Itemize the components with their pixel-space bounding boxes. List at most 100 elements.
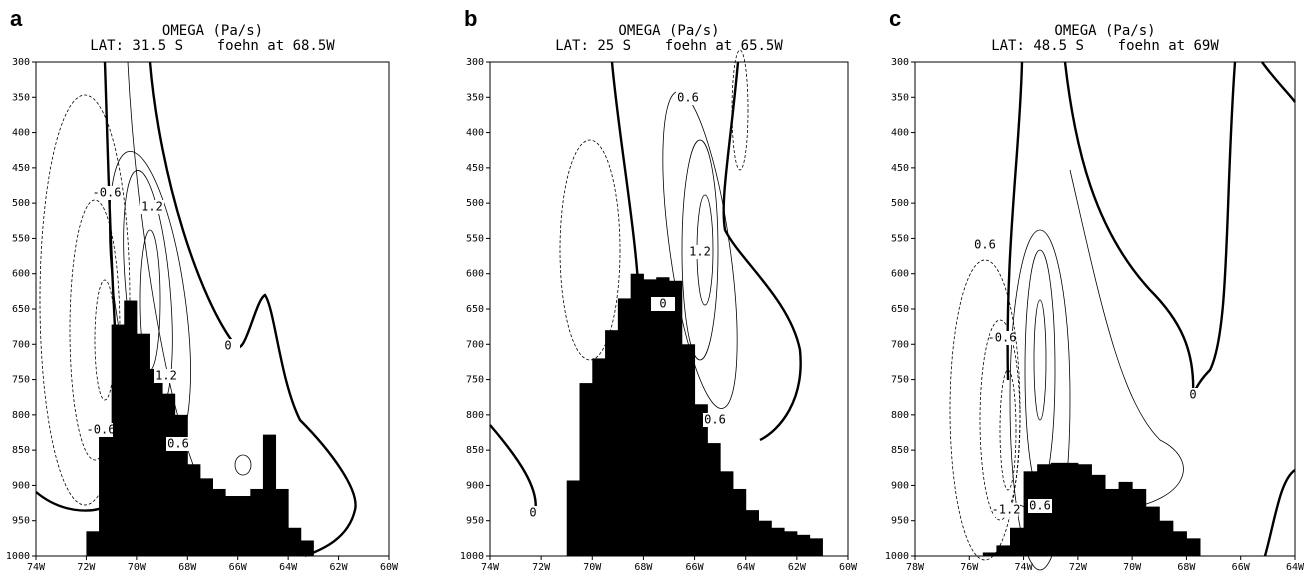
y-tick-label: 800 <box>12 410 30 421</box>
y-tick-label: 900 <box>891 480 909 491</box>
label-bg <box>994 503 1018 517</box>
x-tick-label: 64W <box>1286 562 1305 573</box>
y-tick-label: 300 <box>12 57 30 68</box>
terrain-bar <box>275 488 289 556</box>
terrain-bar <box>758 520 772 556</box>
x-tick-label: 72W <box>532 562 551 573</box>
x-tick-label: 66W <box>1232 562 1251 573</box>
terrain-bar <box>1105 488 1120 556</box>
contour-line <box>1191 61 1237 396</box>
contour-label: 0 <box>224 339 231 353</box>
y-tick-label: 300 <box>891 57 909 68</box>
contour-line <box>681 139 719 361</box>
x-tick-label: 60W <box>839 562 858 573</box>
label-bg <box>154 369 178 383</box>
y-tick-label: 450 <box>891 163 909 174</box>
contour-label: 0 <box>659 297 666 311</box>
terrain-bar <box>982 552 997 556</box>
plot-frame <box>35 61 390 557</box>
terrain-bar <box>579 383 593 556</box>
x-tick-label: 78W <box>906 562 925 573</box>
contour-label: 0.6 <box>704 413 726 427</box>
terrain-bar <box>1145 506 1160 556</box>
terrain-bar <box>720 471 734 556</box>
y-tick-label: 800 <box>891 410 909 421</box>
terrain-bar <box>225 496 239 556</box>
contour-label: 0.6 <box>1029 499 1051 513</box>
label-bg <box>95 186 119 200</box>
y-tick-label: 650 <box>466 304 484 315</box>
terrain-bar <box>149 368 163 556</box>
chart-subtitle: LAT: 25 S foehn at 65.5W <box>555 38 783 54</box>
contour-line <box>1263 469 1296 557</box>
x-tick-label: 64W <box>737 562 756 573</box>
x-tick-label: 60W <box>380 562 399 573</box>
terrain-bar <box>86 531 100 556</box>
label-bg <box>1028 499 1052 513</box>
y-tick-label: 400 <box>12 128 30 139</box>
terrain-bar <box>1050 462 1065 556</box>
label-bg <box>140 200 164 214</box>
label-bg <box>688 245 712 259</box>
x-tick-label: 66W <box>686 562 705 573</box>
y-tick-label: 950 <box>12 516 30 527</box>
chart-subtitle: LAT: 31.5 S foehn at 68.5W <box>90 38 335 54</box>
contour-label: -0.6 <box>988 331 1017 345</box>
terrain-bar <box>745 510 759 556</box>
x-tick-label: 66W <box>229 562 248 573</box>
x-tick-label: 70W <box>128 562 147 573</box>
contour-line <box>979 319 1021 521</box>
y-tick-label: 900 <box>12 480 30 491</box>
y-tick-label: 1000 <box>460 551 484 562</box>
contour-line <box>35 491 111 512</box>
contour-label: 0.6 <box>974 238 996 252</box>
y-tick-label: 500 <box>466 198 484 209</box>
terrain-bar <box>1172 531 1187 556</box>
contour-line <box>1033 299 1047 421</box>
terrain-bar <box>771 527 785 556</box>
terrain-bar <box>212 488 226 556</box>
label-bg <box>1181 388 1205 402</box>
terrain-bar <box>111 324 125 556</box>
terrain-bar <box>162 393 176 556</box>
contour-line <box>1009 229 1071 571</box>
terrain-bar <box>809 538 823 556</box>
label-bg <box>651 297 675 311</box>
contour-line <box>1063 61 1195 396</box>
x-tick-label: 68W <box>1177 562 1196 573</box>
y-tick-label: 500 <box>12 198 30 209</box>
terrain-bar <box>1159 520 1174 556</box>
y-tick-label: 650 <box>891 304 909 315</box>
terrain-bar <box>1118 481 1133 556</box>
panel-label: a <box>10 6 23 31</box>
x-tick-label: 64W <box>279 562 298 573</box>
y-tick-label: 550 <box>466 233 484 244</box>
terrain-bar <box>136 333 150 556</box>
terrain-bar <box>187 464 201 556</box>
chart-title: OMEGA (Pa/s) <box>1054 23 1155 39</box>
y-tick-label: 750 <box>466 375 484 386</box>
terrain-bar <box>288 527 302 556</box>
x-tick-label: 74W <box>1015 562 1034 573</box>
x-tick-label: 70W <box>1123 562 1142 573</box>
contour-label: -0.6 <box>87 423 116 437</box>
terrain-bar <box>784 531 798 556</box>
contour-line <box>559 139 621 361</box>
y-tick-label: 900 <box>466 480 484 491</box>
contour-label: 0.6 <box>167 437 189 451</box>
chart-title: OMEGA (Pa/s) <box>162 23 263 39</box>
terrain-bar <box>796 534 811 556</box>
label-bg <box>166 437 190 451</box>
x-tick-label: 68W <box>634 562 653 573</box>
terrain-bar <box>592 358 606 556</box>
x-tick-label: 62W <box>330 562 349 573</box>
label-bg <box>89 423 113 437</box>
terrain-bar <box>124 300 138 556</box>
contour-label: 1.2 <box>141 200 163 214</box>
terrain-bar <box>605 330 619 556</box>
terrain-bar <box>630 273 644 556</box>
contour-line <box>731 49 749 171</box>
terrain-bar <box>996 545 1011 556</box>
y-tick-label: 950 <box>466 516 484 527</box>
